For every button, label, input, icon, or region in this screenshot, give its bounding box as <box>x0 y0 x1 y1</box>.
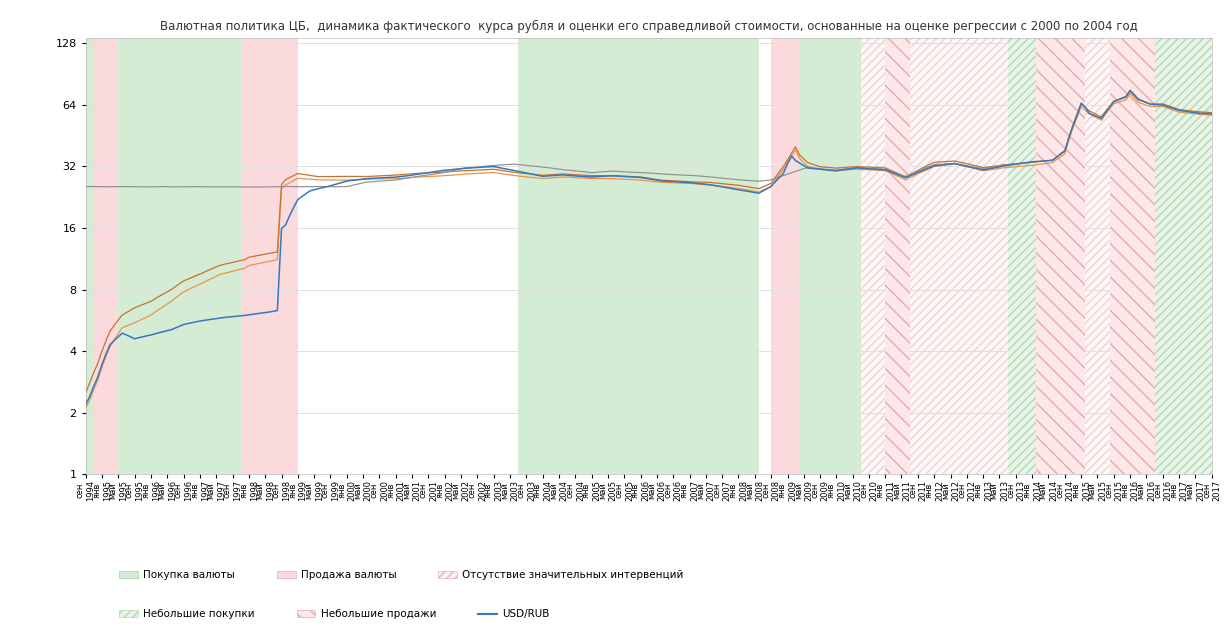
Bar <box>771 38 799 474</box>
Bar <box>518 38 759 474</box>
Bar <box>1007 38 1037 474</box>
Bar <box>885 38 909 474</box>
Bar <box>1110 38 1154 474</box>
Bar <box>1154 38 1215 474</box>
Bar <box>1037 38 1086 474</box>
Bar <box>860 38 1215 474</box>
Bar <box>1037 38 1086 474</box>
Bar <box>241 38 297 474</box>
Bar <box>119 38 269 474</box>
Bar <box>94 38 119 474</box>
Bar <box>799 38 1007 474</box>
Bar <box>860 38 1215 474</box>
Bar <box>86 38 94 474</box>
Bar <box>1007 38 1037 474</box>
Bar <box>1154 38 1215 474</box>
Title: Валютная политика ЦБ,  динамика фактического  курса рубля и оценки его справедли: Валютная политика ЦБ, динамика фактическ… <box>160 20 1137 33</box>
Bar <box>1110 38 1154 474</box>
Bar <box>885 38 909 474</box>
